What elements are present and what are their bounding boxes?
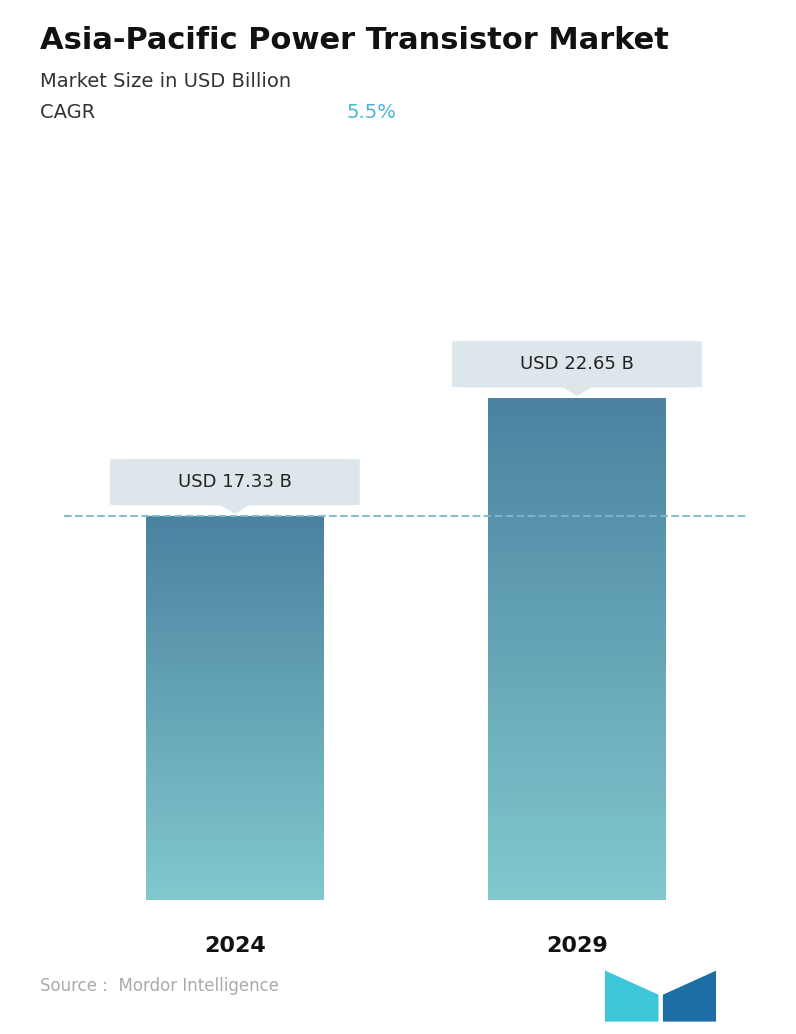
Text: USD 17.33 B: USD 17.33 B [178, 474, 292, 491]
Polygon shape [663, 971, 716, 1022]
Text: CAGR: CAGR [40, 103, 101, 122]
Text: Asia-Pacific Power Transistor Market: Asia-Pacific Power Transistor Market [40, 26, 669, 55]
Text: Market Size in USD Billion: Market Size in USD Billion [40, 72, 291, 91]
Text: 2024: 2024 [204, 936, 266, 955]
FancyBboxPatch shape [452, 341, 702, 388]
Text: 2029: 2029 [546, 936, 608, 955]
Text: USD 22.65 B: USD 22.65 B [520, 356, 634, 373]
Text: Source :  Mordor Intelligence: Source : Mordor Intelligence [40, 977, 279, 995]
Text: 5.5%: 5.5% [346, 103, 396, 122]
FancyBboxPatch shape [110, 459, 360, 506]
Polygon shape [563, 387, 591, 395]
Polygon shape [220, 505, 249, 513]
Polygon shape [605, 971, 658, 1022]
